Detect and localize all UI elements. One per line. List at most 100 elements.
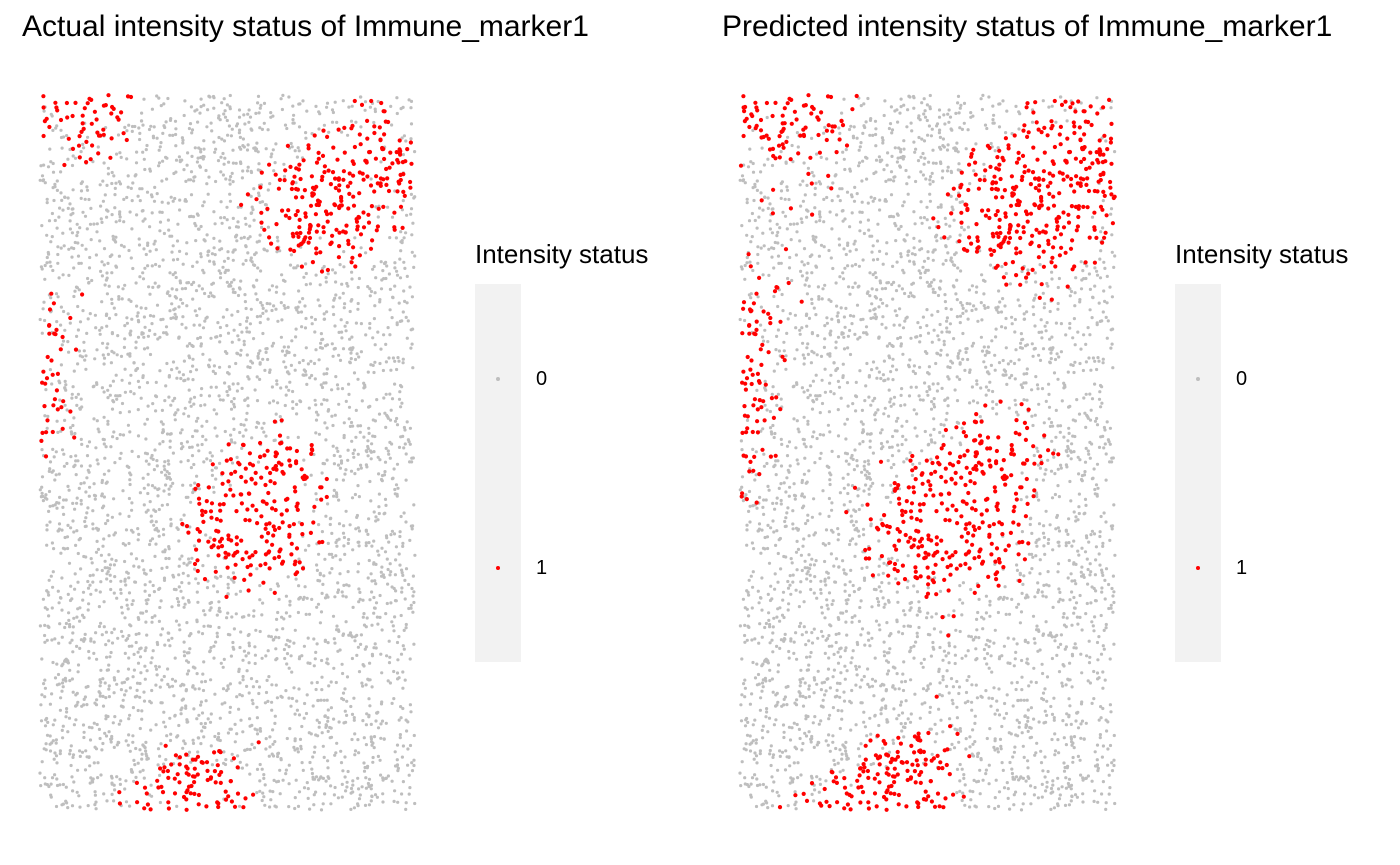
scatter-point <box>245 564 250 570</box>
scatter-point <box>55 761 59 765</box>
scatter-point <box>337 498 341 502</box>
scatter-point <box>926 684 930 688</box>
scatter-point <box>989 141 993 146</box>
scatter-point <box>201 672 205 676</box>
scatter-point <box>146 264 150 268</box>
scatter-point <box>202 139 206 143</box>
scatter-point <box>54 450 58 454</box>
scatter-point <box>264 147 268 151</box>
scatter-point <box>129 473 133 477</box>
scatter-point <box>255 705 259 709</box>
scatter-point <box>74 459 78 463</box>
scatter-point <box>361 663 365 667</box>
scatter-point <box>189 483 193 487</box>
scatter-point <box>199 150 203 154</box>
scatter-point <box>50 211 54 216</box>
scatter-point <box>184 689 188 693</box>
scatter-point <box>173 271 177 275</box>
scatter-point <box>239 348 243 352</box>
scatter-point <box>136 379 140 383</box>
scatter-point <box>88 583 92 587</box>
scatter-point <box>358 232 364 237</box>
scatter-point <box>366 576 370 580</box>
scatter-point <box>337 629 341 634</box>
scatter-point <box>82 639 86 643</box>
scatter-point <box>770 677 774 681</box>
scatter-point <box>318 346 323 350</box>
scatter-point <box>887 750 892 754</box>
scatter-point <box>53 718 57 722</box>
scatter-point <box>383 550 388 554</box>
scatter-point <box>181 315 185 319</box>
scatter-point <box>1035 478 1039 482</box>
scatter-point <box>85 331 89 335</box>
scatter-point <box>349 260 354 265</box>
scatter-point <box>274 142 278 146</box>
scatter-point <box>232 427 236 431</box>
scatter-point <box>322 123 326 127</box>
scatter-point <box>169 762 174 767</box>
scatter-point <box>390 529 394 533</box>
scatter-point <box>248 563 253 568</box>
scatter-point <box>199 404 203 408</box>
scatter-point <box>297 557 301 561</box>
scatter-point <box>93 497 97 501</box>
scatter-point <box>365 616 369 620</box>
scatter-point <box>273 714 277 718</box>
scatter-point <box>376 206 381 211</box>
scatter-point <box>48 520 52 524</box>
scatter-point <box>349 420 354 425</box>
scatter-point <box>403 578 407 582</box>
scatter-point <box>325 310 329 314</box>
scatter-point <box>316 298 320 302</box>
scatter-point <box>185 440 189 444</box>
scatter-point <box>409 122 414 126</box>
scatter-point <box>229 175 233 179</box>
scatter-point <box>109 136 114 141</box>
scatter-point <box>164 758 168 762</box>
scatter-point <box>397 445 402 449</box>
scatter-point <box>325 267 330 273</box>
scatter-point <box>156 285 160 289</box>
scatter-point <box>73 100 78 105</box>
scatter-point <box>399 613 403 618</box>
scatter-point <box>204 804 209 809</box>
scatter-point <box>1067 558 1071 563</box>
scatter-point <box>812 351 816 355</box>
scatter-point <box>103 681 107 685</box>
scatter-point <box>86 506 90 510</box>
scatter-point <box>71 519 75 523</box>
scatter-point <box>800 260 804 264</box>
scatter-point <box>278 792 282 796</box>
scatter-point <box>850 656 854 660</box>
scatter-point <box>299 744 303 748</box>
scatter-point <box>862 102 866 106</box>
scatter-point <box>40 174 45 178</box>
scatter-point <box>343 775 347 779</box>
scatter-point <box>212 644 216 648</box>
scatter-point <box>174 132 178 137</box>
scatter-point <box>177 585 181 589</box>
scatter-point <box>413 150 417 154</box>
scatter-point <box>326 759 330 763</box>
scatter-point <box>807 284 811 288</box>
scatter-point <box>843 217 847 221</box>
scatter-point <box>851 583 855 588</box>
scatter-point <box>99 668 103 672</box>
scatter-point <box>90 726 94 730</box>
scatter-point <box>374 205 378 209</box>
scatter-point <box>43 678 47 682</box>
scatter-point <box>317 778 321 782</box>
scatter-point <box>303 483 307 487</box>
scatter-point <box>870 250 874 254</box>
scatter-point <box>153 486 157 490</box>
scatter-point <box>224 758 228 762</box>
scatter-point <box>333 100 337 104</box>
scatter-point <box>79 150 83 154</box>
scatter-point <box>390 161 395 166</box>
scatter-point <box>43 686 47 690</box>
scatter-point <box>77 794 81 798</box>
scatter-point <box>395 494 399 498</box>
scatter-point <box>344 595 348 599</box>
scatter-point <box>890 343 894 348</box>
